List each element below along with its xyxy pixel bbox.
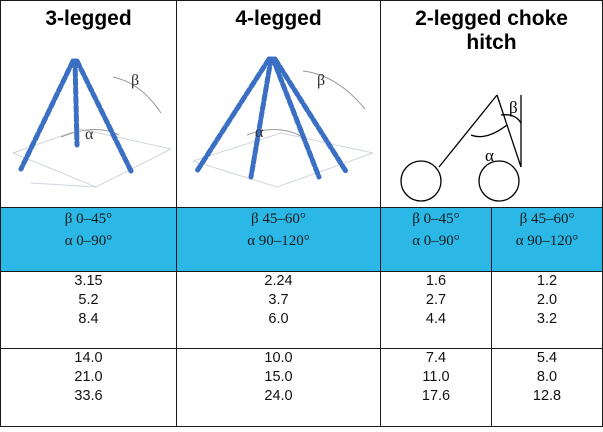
value: 8.4 bbox=[78, 311, 99, 327]
header-title: 2-legged choke hitch bbox=[415, 7, 568, 54]
angle-cell: β 0–45° α 0–90° bbox=[380, 207, 492, 272]
beta-symbol: β bbox=[509, 98, 518, 117]
table-cell: 1.6 2.7 4.4 bbox=[380, 271, 492, 349]
value: 24.0 bbox=[264, 388, 293, 404]
value: 2.0 bbox=[536, 292, 558, 308]
table-cell: 2.24 3.7 6.0 bbox=[176, 271, 381, 349]
value: 2.7 bbox=[425, 292, 447, 308]
alpha-range: α 90–120° bbox=[515, 233, 579, 249]
value: 12.8 bbox=[532, 388, 562, 404]
angle-cell: β 45–60° α 90–120° bbox=[176, 207, 381, 272]
value: 10.0 bbox=[264, 350, 293, 366]
value: 15.0 bbox=[264, 369, 293, 385]
value: 1.6 bbox=[425, 273, 447, 289]
value: 5.2 bbox=[78, 292, 99, 308]
value: 6.0 bbox=[268, 311, 289, 327]
beta-range: β 45–60° bbox=[251, 211, 306, 227]
value: 17.6 bbox=[421, 388, 451, 404]
value: 3.7 bbox=[268, 292, 289, 308]
value: 4.4 bbox=[425, 311, 447, 327]
alpha-range: α 90–120° bbox=[247, 233, 310, 249]
header-row: 3-legged α β bbox=[0, 0, 603, 208]
value: 5.4 bbox=[536, 350, 558, 366]
three-leg-chain-sling-icon: α β bbox=[12, 58, 172, 188]
alpha-symbol: α bbox=[85, 126, 94, 143]
header-title: 3-legged bbox=[45, 7, 132, 30]
table-row: 3.15 5.2 8.4 2.24 3.7 6.0 1.6 2.7 4.4 1.2 2.0 3.… bbox=[0, 271, 603, 349]
beta-symbol: β bbox=[317, 72, 325, 89]
value: 21.0 bbox=[74, 369, 103, 385]
table-row: 14.0 21.0 33.6 10.0 15.0 24.0 7.4 11.0 17.6 5.… bbox=[0, 348, 603, 427]
beta-range: β 45–60° bbox=[519, 211, 575, 227]
alpha-symbol: α bbox=[485, 146, 494, 165]
value: 3.15 bbox=[74, 273, 103, 289]
header-title: 4-legged bbox=[235, 7, 322, 30]
beta-range: β 0–45° bbox=[64, 211, 113, 227]
value: 7.4 bbox=[425, 350, 447, 366]
beta-symbol: β bbox=[131, 72, 139, 89]
value: 14.0 bbox=[74, 350, 103, 366]
value: 8.0 bbox=[536, 369, 558, 385]
header-choke-hitch: 2-legged choke hitch α β bbox=[379, 0, 603, 208]
choke-hitch-diagram-icon: α β bbox=[400, 94, 522, 202]
beta-range: β 0–45° bbox=[412, 211, 460, 227]
alpha-symbol: α bbox=[255, 124, 264, 141]
table-cell: 5.4 8.0 12.8 bbox=[490, 348, 603, 427]
angle-range-row: β 0–45° α 0–90° β 45–60° α 90–120° β 0–45°… bbox=[0, 207, 603, 272]
value: 3.2 bbox=[536, 311, 558, 327]
table-cell: 3.15 5.2 8.4 bbox=[0, 271, 177, 349]
value: 11.0 bbox=[422, 369, 450, 385]
value: 1.2 bbox=[536, 273, 558, 289]
value: 2.24 bbox=[264, 273, 293, 289]
table-cell: 14.0 21.0 33.6 bbox=[0, 348, 177, 427]
angle-cell: β 45–60° α 90–120° bbox=[490, 207, 603, 272]
header-4-legged: 4-legged α β bbox=[176, 0, 381, 208]
header-3-legged: 3-legged α β bbox=[0, 0, 177, 208]
value: 33.6 bbox=[74, 388, 103, 404]
alpha-range: α 0–90° bbox=[64, 233, 113, 249]
table-cell: 1.2 2.0 3.2 bbox=[490, 271, 603, 349]
alpha-range: α 0–90° bbox=[412, 233, 460, 249]
angle-cell: β 0–45° α 0–90° bbox=[0, 207, 177, 272]
four-leg-chain-sling-icon: α β bbox=[192, 56, 374, 188]
table-cell: 7.4 11.0 17.6 bbox=[380, 348, 492, 427]
table-cell: 10.0 15.0 24.0 bbox=[176, 348, 381, 427]
